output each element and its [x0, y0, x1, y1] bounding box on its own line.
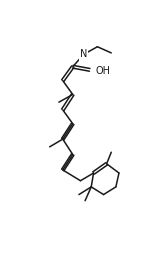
Text: N: N: [80, 49, 87, 59]
Text: OH: OH: [96, 66, 111, 76]
